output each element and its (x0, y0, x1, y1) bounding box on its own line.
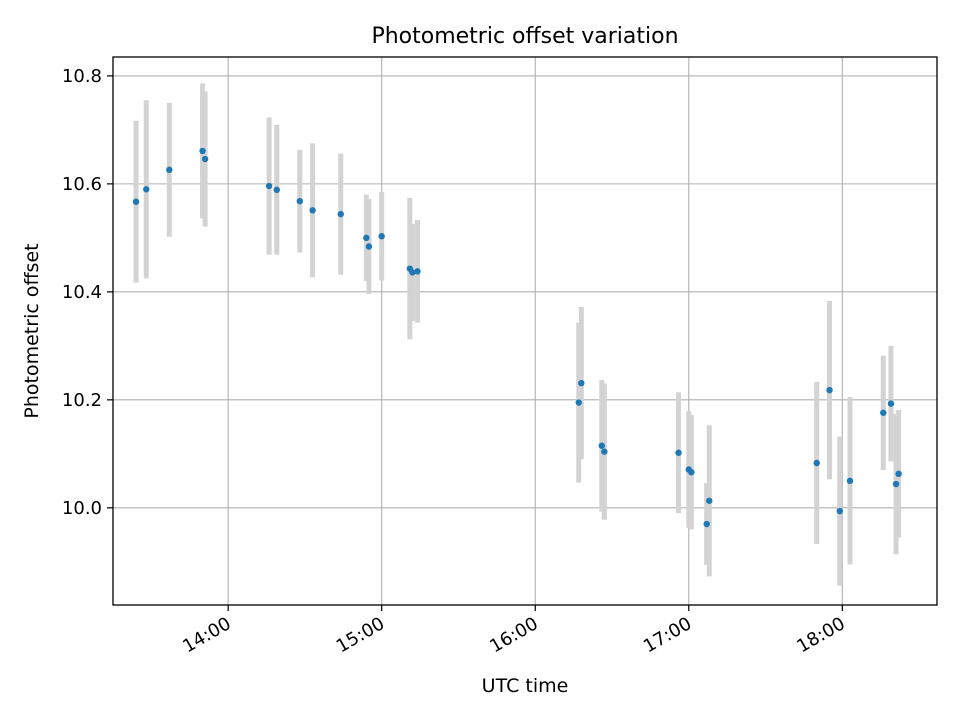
data-point (598, 442, 605, 449)
y-tick-label: 10.0 (62, 498, 102, 519)
data-point (836, 507, 843, 515)
data-point (846, 477, 854, 485)
y-axis-label: Photometric offset (21, 243, 43, 418)
x-tick-label: 17:00 (640, 613, 695, 657)
plot-frame (112, 56, 938, 606)
data-point (826, 386, 833, 394)
data-point (706, 497, 713, 504)
grid-lines (113, 57, 937, 605)
y-tick-label: 10.2 (62, 390, 102, 411)
data-point (378, 233, 385, 240)
data-point (201, 155, 209, 163)
data-point (296, 197, 304, 205)
y-tick-label: 10.6 (62, 174, 102, 195)
x-tick-label: 14:00 (179, 613, 234, 657)
chart-title: Photometric offset variation (371, 24, 678, 49)
error-bars (133, 83, 902, 586)
data-points (132, 147, 902, 528)
data-point (337, 210, 344, 218)
x-axis-ticks: 14:00 15:00 16:00 17:00 18:00 (179, 605, 849, 657)
data-point (887, 400, 895, 407)
data-point (414, 268, 421, 275)
x-tick-label: 18:00 (793, 613, 848, 657)
data-point (166, 166, 173, 174)
y-axis-ticks: 10.0 10.2 10.4 10.6 10.8 (62, 66, 113, 519)
x-tick-label: 16:00 (486, 613, 541, 657)
data-point (880, 409, 887, 416)
data-point (365, 243, 373, 250)
data-point (363, 234, 370, 242)
data-point (688, 468, 695, 476)
y-tick-label: 10.4 (62, 282, 102, 303)
data-point (813, 459, 820, 467)
data-point (895, 470, 902, 478)
data-point (703, 520, 710, 528)
data-point (265, 182, 273, 190)
x-tick-label: 15:00 (333, 613, 388, 657)
data-point (309, 207, 316, 214)
y-tick-label: 10.8 (62, 66, 102, 87)
data-point (575, 399, 582, 406)
data-point (273, 186, 280, 194)
data-point (892, 480, 900, 488)
data-point (675, 449, 682, 456)
data-point (143, 186, 150, 193)
data-point (132, 198, 140, 205)
data-point (199, 147, 206, 155)
x-axis-label: UTC time (482, 675, 569, 697)
data-point (578, 379, 585, 387)
data-point (601, 448, 608, 455)
data-point (409, 269, 416, 276)
